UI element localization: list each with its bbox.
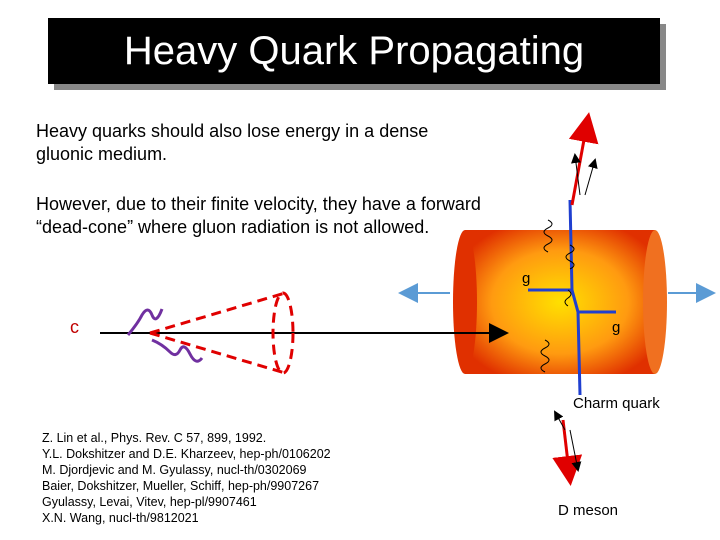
hadron-arrow xyxy=(554,410,566,431)
reference: Y.L. Dokshitzer and D.E. Kharzeev, hep-p… xyxy=(42,447,331,461)
gluon-wiggle xyxy=(126,308,204,363)
paragraph: Heavy quarks should also lose energy in … xyxy=(36,121,429,164)
paragraph: However, due to their finite velocity, t… xyxy=(36,194,481,237)
hadron-arrow xyxy=(584,158,598,196)
hadron-arrow xyxy=(571,153,581,196)
quark-arrow xyxy=(552,419,583,486)
hadron-arrow xyxy=(569,429,582,472)
reference: Z. Lin et al., Phys. Rev. C 57, 899, 199… xyxy=(42,431,267,445)
title: Heavy Quark Propagating xyxy=(48,18,660,84)
cone-rim xyxy=(271,291,295,375)
gluon-wiggle xyxy=(540,219,575,373)
reference: Baier, Dokshitzer, Mueller, Schiff, hep-… xyxy=(42,479,320,493)
cone-edge xyxy=(149,291,286,335)
reference: M. Djordjevic and M. Gyulassy, nucl-th/0… xyxy=(42,463,307,477)
gluon-label: g xyxy=(522,270,530,287)
references: Z. Lin et al., Phys. Rev. C 57, 899, 199… xyxy=(42,430,331,526)
charm-label: Charm quark xyxy=(573,395,660,412)
medium xyxy=(453,230,667,374)
quark-label: c xyxy=(70,317,79,337)
gluon-label: g xyxy=(612,319,620,336)
reference: X.N. Wang, nucl-th/9812021 xyxy=(42,511,199,525)
cone-edge xyxy=(149,331,286,375)
meson-label: D meson xyxy=(558,502,618,519)
reference: Gyulassy, Levai, Vitev, hep-pl/9907461 xyxy=(42,495,257,509)
